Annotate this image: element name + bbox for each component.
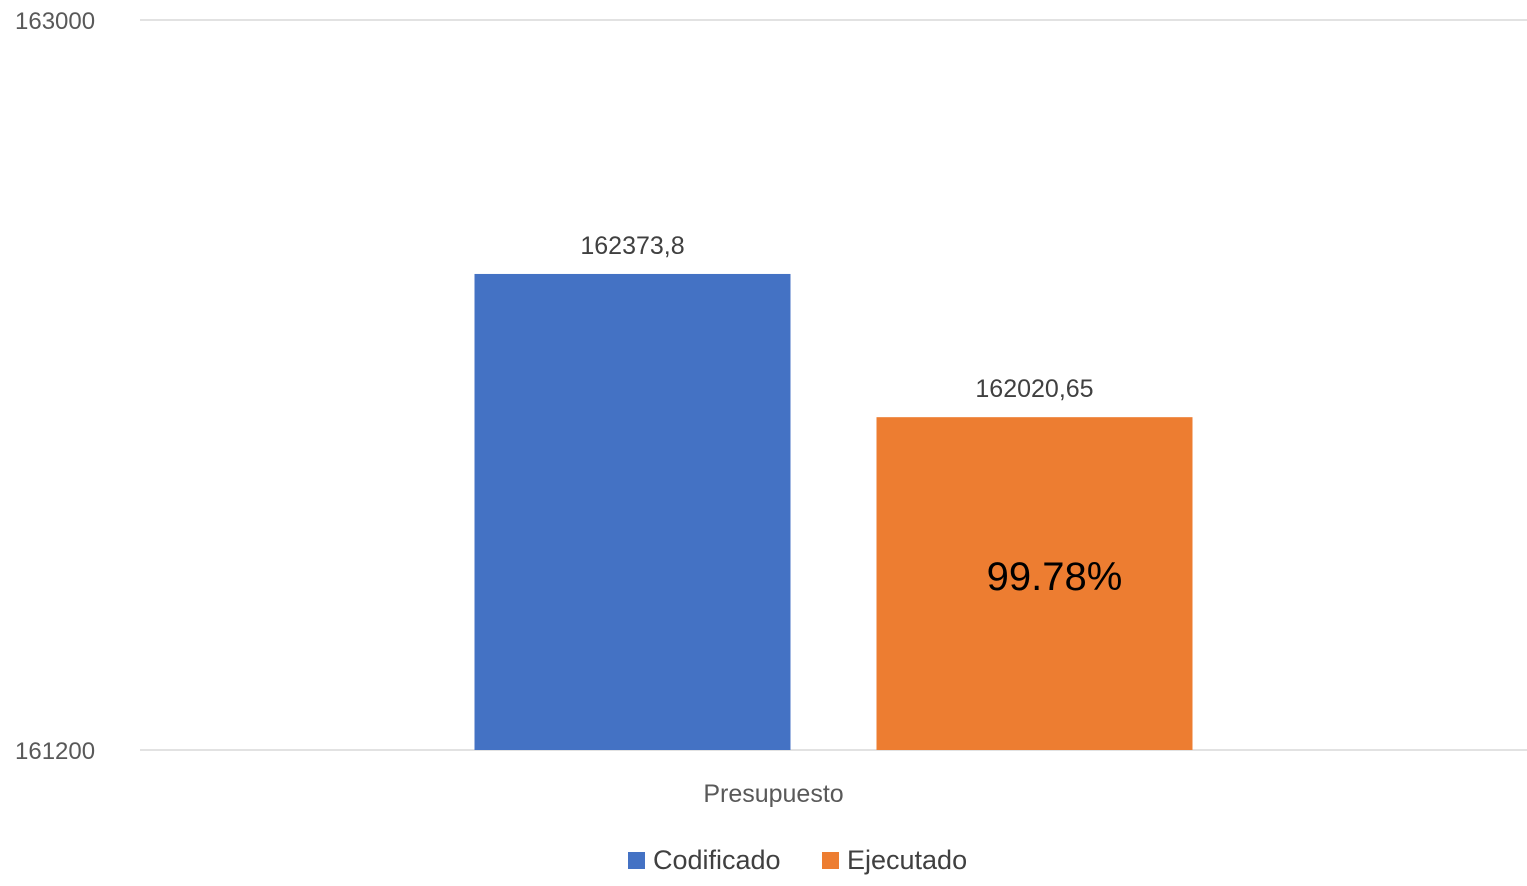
bar-ejecutado: [876, 417, 1193, 750]
data-label-ejecutado: 162020,65: [975, 375, 1093, 403]
legend-swatch-codificado: [628, 852, 645, 869]
x-category-label: Presupuesto: [703, 780, 843, 808]
annotation-percentage: 99.78%: [987, 555, 1123, 599]
legend-label-ejecutado: Ejecutado: [847, 845, 967, 875]
x-axis-categories: Presupuesto: [703, 780, 843, 808]
bar-codificado: [474, 273, 791, 750]
y-tick-label: 161200: [15, 738, 95, 765]
y-tick-label: 163000: [15, 8, 95, 35]
data-label-codificado: 162373,8: [580, 232, 684, 260]
legend-swatch-ejecutado: [822, 852, 839, 869]
y-axis-ticks: 161200 163000: [15, 8, 95, 765]
gridlines: [140, 19, 1527, 751]
data-labels: 162373,8 162020,65 99.78%: [580, 232, 1122, 599]
legend: Codificado Ejecutado: [628, 845, 967, 875]
legend-label-codificado: Codificado: [653, 845, 781, 875]
bars: [474, 273, 1193, 750]
